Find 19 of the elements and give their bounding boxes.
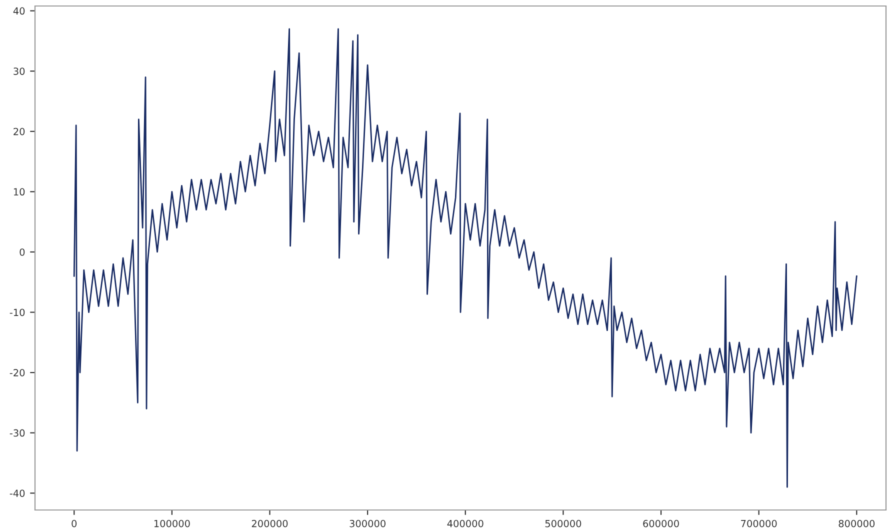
line-series: [73, 28, 858, 488]
y-tick-label: -40: [10, 490, 25, 497]
x-tick-label: 200000: [252, 520, 288, 528]
x-tick-label: 400000: [447, 520, 484, 528]
x-tick-label: 100000: [154, 520, 190, 528]
x-tick-label: 600000: [643, 520, 679, 528]
x-tick-label: 800000: [838, 520, 875, 528]
y-tick-label: 0: [20, 248, 25, 256]
y-tick-label: 40: [13, 7, 25, 15]
x-tick-label: 500000: [545, 520, 582, 528]
x-tick-label: 300000: [350, 520, 386, 528]
y-tick-label: 30: [14, 68, 25, 75]
x-tick-label: 700000: [741, 520, 777, 528]
y-tick-label: -10: [10, 308, 25, 316]
y-tick-label: 10: [14, 188, 25, 196]
y-tick-label: -20: [10, 369, 25, 376]
y-tick-label: 20: [14, 128, 25, 136]
x-tick-label: 0: [72, 520, 77, 528]
y-tick-label: -30: [10, 429, 25, 437]
